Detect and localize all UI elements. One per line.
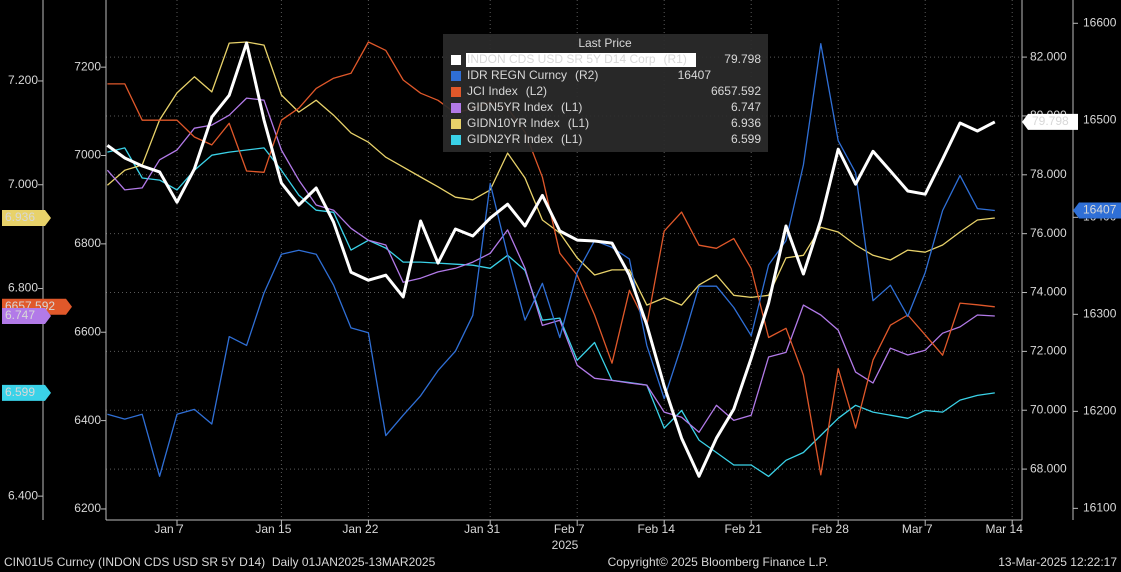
y-tick-label: 16100 [1083,501,1117,515]
legend-swatch [451,71,461,81]
legend-axis: (R2) [575,68,598,82]
y-tick-label: 7200 [74,59,101,73]
y-tick-label: 16300 [1083,307,1117,321]
y-tick-label: 74.000 [1030,285,1067,299]
y-tick-label: 6600 [74,324,101,338]
y-tick-label: 16200 [1083,404,1117,418]
y-tick-label: 72.000 [1030,344,1067,358]
y-tick-label: 70.000 [1030,402,1067,416]
legend-name: GIDN5YR Index [467,100,553,114]
y-tick-label: 76.000 [1030,226,1067,240]
legend-swatch [451,87,461,97]
y-tick-label: 6.400 [8,488,38,502]
legend-value: 6.747 [731,100,761,114]
legend-axis: (L1) [568,116,589,130]
last-badge [1073,202,1121,219]
y-tick-label: 6400 [74,413,101,427]
legend-label: GIDN5YR Index (L1) [467,100,582,114]
legend-value: 6.936 [731,116,761,130]
legend-axis: (R1) [664,52,687,66]
series-line [106,41,995,306]
x-tick-label: Jan 22 [342,522,378,536]
last-badge-label: 16407 [1083,203,1117,217]
series-line [107,147,995,478]
last-badge-label: 6.936 [5,210,35,224]
x-tick-label: Mar 7 [902,522,933,536]
legend-name: GIDN10YR Index [467,116,560,130]
y-tick-label: 7.000 [8,177,38,191]
legend-axis: (L1) [561,132,582,146]
y-tick-label: 16600 [1083,15,1117,29]
legend-title: Last Price [578,36,632,50]
footer-right: 13-Mar-2025 12:22:17 [998,555,1117,569]
y-tick-label: 82.000 [1030,49,1067,63]
legend-value: 16407 [678,68,712,82]
legend-highlight [466,53,696,67]
legend-label: JCI Index (L2) [467,84,547,98]
series-line [106,97,995,433]
x-tick-label: Feb 21 [725,522,763,536]
legend-swatch [451,119,461,129]
footer-center: Copyright© 2025 Bloomberg Finance L.P. [608,555,829,569]
y-tick-label: 7.200 [8,73,38,87]
y-tick-label: 78.000 [1030,167,1067,181]
y-tick-label: 6.800 [8,281,38,295]
y-tick-label: 16500 [1083,112,1117,126]
last-badge-label: 6.599 [5,385,35,399]
series-line [106,41,996,478]
x-tick-label: Feb 7 [554,522,585,536]
legend-swatch [451,135,461,145]
last-badge-label: 6.747 [5,308,35,322]
series-line [107,43,995,477]
legend-axis: (L1) [561,100,582,114]
y-tick-label: 6200 [74,501,101,515]
x-axis-label: 2025 [552,538,579,552]
last-badge [2,384,51,401]
legend-value: 6657.592 [711,84,761,98]
x-tick-label: Mar 14 [986,522,1024,536]
legend-label: GIDN2YR Index (L1) [467,132,582,146]
legend-name: INDON CDS USD SR 5Y D14 Corp [467,52,656,66]
legend-value: 6.599 [731,132,761,146]
legend-axis: (L2) [526,84,547,98]
legend-name: GIDN2YR Index [467,132,553,146]
grid [106,0,1022,520]
legend-swatch [451,55,461,65]
legend-swatch [451,103,461,113]
legend-value: 79.798 [724,52,761,66]
x-tick-label: Jan 31 [464,522,500,536]
last-badge [2,209,51,226]
x-tick-label: Jan 15 [255,522,291,536]
legend-label: IDR REGN Curncy (R2) [467,68,598,82]
y-tick-label: 6800 [74,236,101,250]
x-tick-label: Feb 28 [812,522,850,536]
x-tick-label: Jan 7 [154,522,184,536]
legend-label: GIDN10YR Index (L1) [467,116,589,130]
legend-name: JCI Index [467,84,518,98]
legend-label: INDON CDS USD SR 5Y D14 Corp (R1) [467,52,687,66]
y-tick-label: 7000 [74,148,101,162]
y-tick-label: 68.000 [1030,461,1067,475]
x-tick-label: Feb 14 [638,522,676,536]
last-badge [2,308,51,325]
footer-left: CIN01U5 Curncy (INDON CDS USD SR 5Y D14)… [4,555,436,569]
legend-name: IDR REGN Curncy [467,68,567,82]
last-badge-label: 79.798 [1032,114,1069,128]
last-badge [1022,113,1078,130]
